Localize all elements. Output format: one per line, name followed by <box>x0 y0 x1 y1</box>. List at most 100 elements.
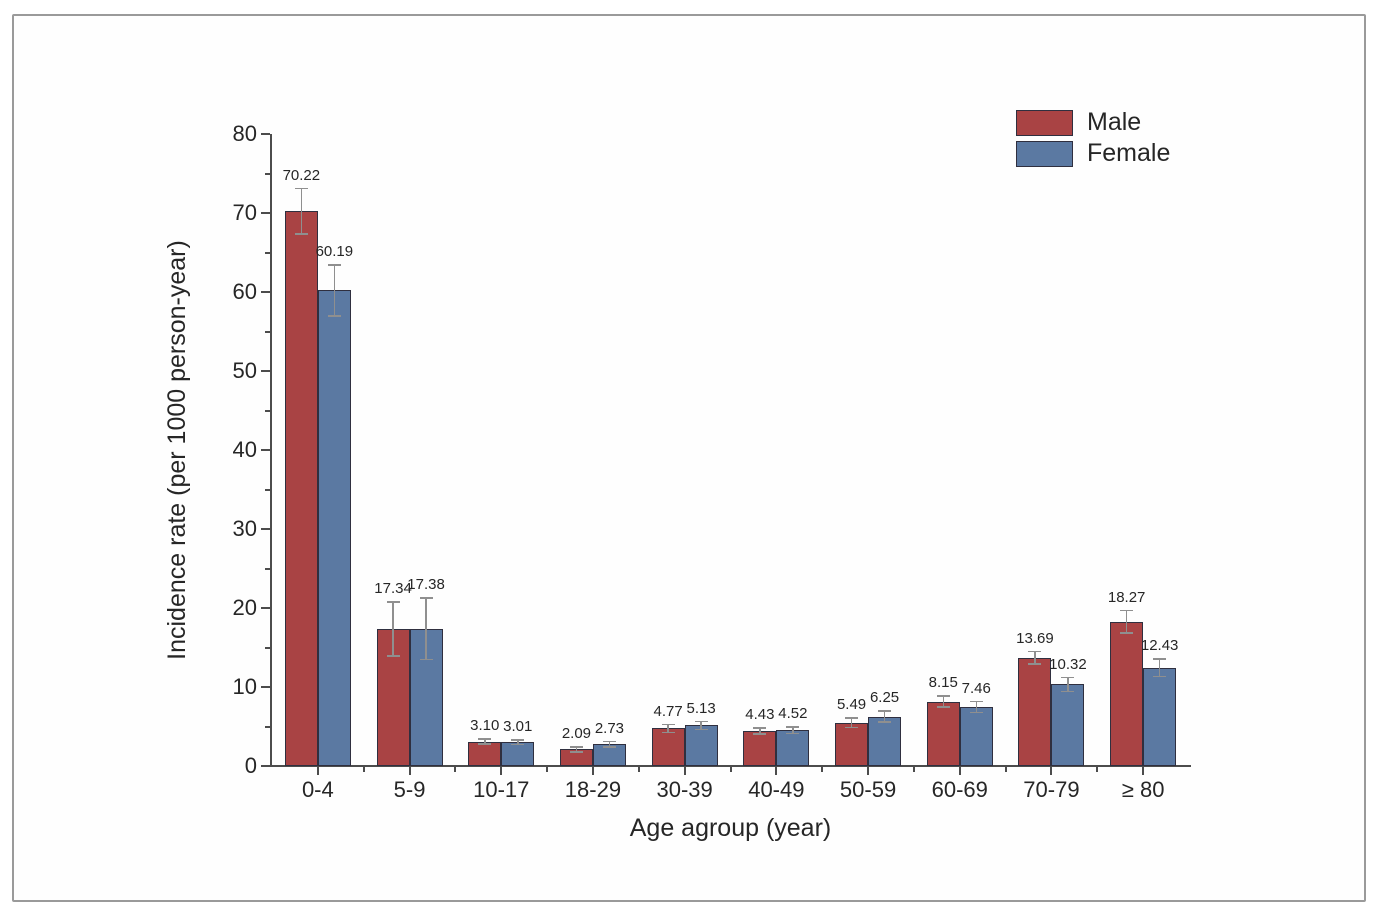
error-bar-line <box>1125 609 1128 634</box>
error-bar-cap-top <box>936 695 950 697</box>
x-tick-label: 5-9 <box>393 777 426 802</box>
y-minor-tick <box>265 646 270 649</box>
x-major-tick <box>958 767 961 775</box>
x-tick-label: 40-49 <box>748 777 805 802</box>
x-tick-label: 0-4 <box>301 777 334 802</box>
error-bar-cap-bottom <box>786 732 800 735</box>
error-bar-cap-top <box>602 740 616 743</box>
legend-label-male: Male <box>1087 108 1142 136</box>
x-major-tick <box>1142 767 1145 775</box>
error-bar-cap-top <box>694 720 708 723</box>
bar-value-label: 17.38 <box>407 576 445 594</box>
y-major-tick <box>261 449 270 451</box>
y-tick-label: 10 <box>232 674 257 699</box>
error-bar-cap-top <box>327 264 341 266</box>
x-major-tick <box>591 767 594 775</box>
x-major-tick <box>683 767 686 775</box>
error-bar-cap-bottom <box>661 731 675 734</box>
x-axis-title: Age agroup (year) <box>629 814 832 842</box>
x-major-tick <box>867 767 870 775</box>
error-bar-cap-bottom <box>1061 690 1075 693</box>
x-minor-tick <box>729 767 732 772</box>
x-tick-label: 70-79 <box>1023 777 1080 802</box>
error-bar-cap-top <box>478 738 492 740</box>
error-bar-cap-top <box>786 726 800 728</box>
error-bar-line <box>975 700 977 714</box>
error-bar-cap-bottom <box>511 743 525 746</box>
y-axis-title: Incidence rate (per 1000 person-year) <box>163 240 191 660</box>
error-bar-line <box>1067 676 1069 693</box>
y-minor-tick <box>265 330 270 333</box>
x-major-tick <box>408 767 411 775</box>
error-bar-cap-top <box>569 746 583 748</box>
error-bar-cap-bottom <box>569 751 583 753</box>
error-bar-cap-top <box>1028 650 1042 653</box>
y-minor-tick <box>265 172 270 175</box>
y-major-tick <box>261 291 270 293</box>
error-bar-cap-bottom <box>845 726 859 729</box>
error-bar-line <box>300 187 303 235</box>
error-bar-line <box>333 264 336 317</box>
error-bar-line <box>517 739 519 746</box>
bar-chart: Age agroup (year) Incidence rate (per 10… <box>14 16 1364 900</box>
y-tick-label: 40 <box>232 437 257 462</box>
y-tick-label: 60 <box>232 279 257 304</box>
error-bar-cap-top <box>845 717 859 719</box>
error-bar-cap-bottom <box>753 733 767 735</box>
error-bar-line <box>792 726 794 735</box>
error-bar-cap-bottom <box>878 721 892 723</box>
x-tick-label: 10-17 <box>473 777 530 802</box>
error-bar-cap-top <box>661 723 675 726</box>
error-bar-cap-bottom <box>419 658 433 661</box>
bar-value-label: 2.09 <box>561 725 592 743</box>
bar-value-label: 6.25 <box>869 689 900 707</box>
error-bar-cap-top <box>1120 609 1134 612</box>
y-minor-tick <box>265 409 270 412</box>
error-bar-cap-bottom <box>602 746 616 748</box>
bar-value-label: 3.10 <box>470 717 500 735</box>
y-major-tick <box>261 133 270 135</box>
bar-value-label: 12.43 <box>1140 637 1179 655</box>
bar-value-label: 18.27 <box>1107 588 1146 606</box>
legend: Male Female <box>1016 108 1170 170</box>
y-major-tick <box>261 765 270 767</box>
y-minor-tick <box>265 488 270 491</box>
bar-female-40-49 <box>776 730 810 766</box>
x-major-tick <box>1050 767 1053 775</box>
error-bar-line <box>883 710 886 723</box>
error-bar-cap-bottom <box>936 706 950 708</box>
error-bar-cap-bottom <box>1120 632 1134 634</box>
error-bar-line <box>759 727 761 735</box>
legend-label-female: Female <box>1087 139 1171 167</box>
bar-female-30-39 <box>684 725 718 766</box>
error-bar-cap-bottom <box>478 743 492 745</box>
error-bar-cap-top <box>1153 658 1167 660</box>
y-axis-line <box>270 134 272 767</box>
x-tick-label: 18-29 <box>564 777 622 802</box>
error-bar-cap-bottom <box>386 655 400 657</box>
x-major-tick <box>316 767 319 775</box>
bar-female-10-17 <box>501 742 535 766</box>
error-bar-line <box>392 601 394 657</box>
error-bar-line <box>1158 658 1161 678</box>
legend-swatch-male <box>1016 109 1073 136</box>
x-minor-tick <box>362 767 365 772</box>
error-bar-cap-top <box>969 700 983 703</box>
x-minor-tick <box>637 767 640 772</box>
bar-male-0-4 <box>284 211 318 766</box>
bar-value-label: 5.49 <box>836 696 867 714</box>
y-tick-label: 30 <box>232 516 257 541</box>
y-tick-label: 20 <box>232 595 257 620</box>
bar-value-label: 8.15 <box>928 674 958 692</box>
bar-female-50-59 <box>868 716 902 766</box>
bar-male-10-17 <box>468 741 502 766</box>
x-major-tick <box>500 767 503 775</box>
figure-border: Age agroup (year) Incidence rate (per 10… <box>12 14 1366 902</box>
bar-value-label: 10.32 <box>1049 655 1087 673</box>
x-minor-tick <box>454 767 457 772</box>
y-major-tick <box>261 686 270 688</box>
bar-value-label: 4.43 <box>745 706 775 724</box>
error-bar-cap-bottom <box>327 315 341 317</box>
error-bar-line <box>425 597 427 661</box>
